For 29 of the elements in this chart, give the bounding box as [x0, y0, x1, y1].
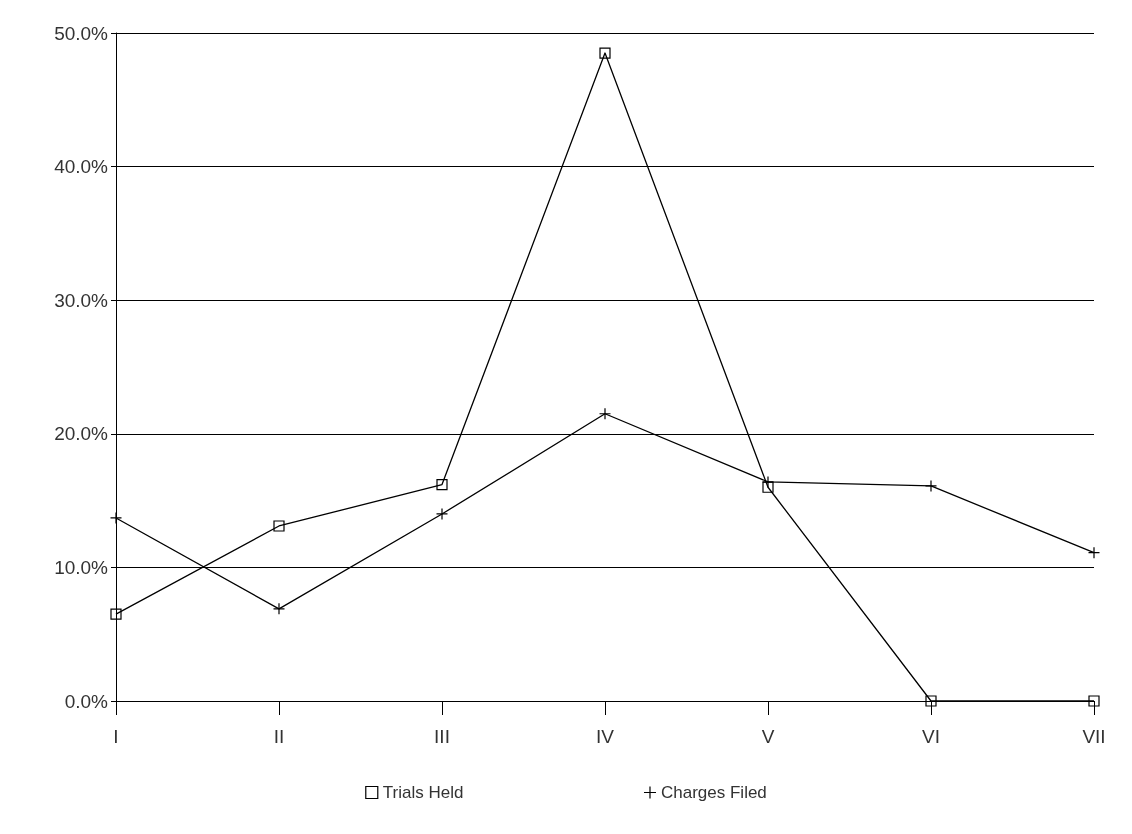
- point: [110, 608, 122, 620]
- x-tick-label: I: [113, 726, 119, 747]
- point: [1087, 546, 1101, 559]
- point: [598, 407, 612, 420]
- x-tick-label: VII: [1082, 726, 1106, 747]
- legend-label: Charges Filed: [660, 783, 767, 802]
- point: [435, 507, 449, 521]
- point: [761, 475, 775, 488]
- point: [762, 481, 774, 493]
- x-tick-label: II: [273, 726, 285, 747]
- point: [273, 520, 285, 532]
- point: [1088, 695, 1100, 707]
- y-tick-label: 40.0%: [54, 156, 109, 178]
- point: [109, 511, 123, 525]
- y-tick-label: 0.0%: [64, 690, 109, 712]
- point: [924, 479, 938, 492]
- x-tick-label: V: [761, 726, 775, 747]
- y-tick-label: 50.0%: [54, 22, 109, 44]
- point: [272, 602, 286, 615]
- point: [925, 695, 937, 707]
- x-tick-label: III: [434, 726, 450, 747]
- y-tick-label: 10.0%: [54, 556, 109, 578]
- y-tick-label: 20.0%: [54, 423, 109, 445]
- x-tick-label: VI: [922, 726, 940, 747]
- y-tick-label: 30.0%: [54, 289, 109, 311]
- x-tick-label: IV: [596, 726, 615, 747]
- point: [599, 47, 611, 59]
- legend-label: Trials Held: [382, 783, 464, 802]
- point: [436, 478, 448, 491]
